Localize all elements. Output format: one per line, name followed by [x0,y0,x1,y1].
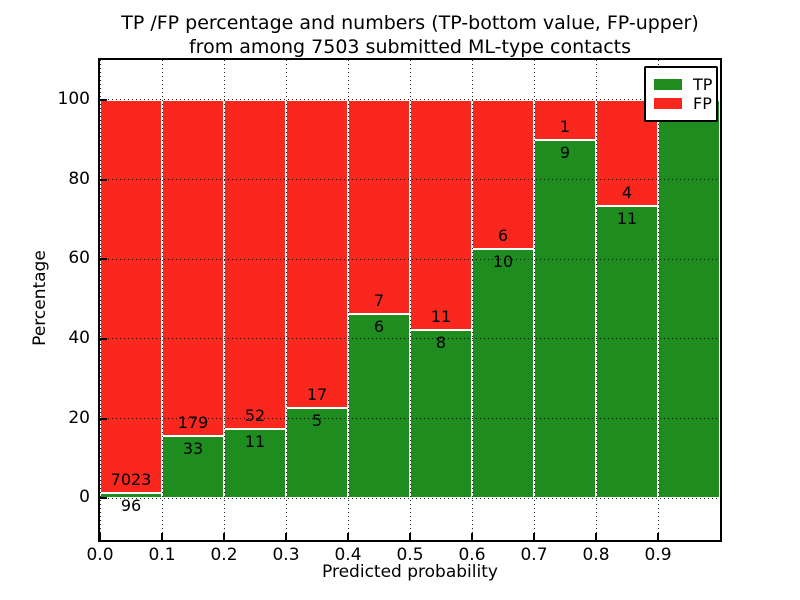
y-tick-label: 0 [79,487,90,508]
x-axis-label: Predicted probability [322,562,498,582]
x-tick-mark [471,533,473,540]
x-tick-mark [409,533,411,540]
y-tick-mark [100,497,107,500]
gridline-vertical [409,60,411,540]
bar-fp-segment [410,99,472,331]
bar-fp-segment [472,99,534,250]
bar-tp-count-label: 96 [120,495,142,515]
bar-tp-count-label: 10 [492,252,514,272]
y-tick-label: 80 [68,168,90,189]
bar-tp-count-label: 11 [244,431,266,451]
bar-fp-segment [224,99,286,429]
x-tick-mark [657,533,659,540]
y-tick-mark [100,417,107,420]
bar-tp-count-label: 33 [182,439,204,459]
x-tick-label: 0.9 [644,545,672,565]
x-tick-label: 0.8 [582,545,610,565]
bar-tp-count-label: 6 [373,317,385,337]
bar-tp-count-label: 9 [559,142,571,162]
gridline-vertical [99,60,101,540]
x-tick-mark [285,533,287,540]
bar-tp-count-label: 8 [435,333,447,353]
gridline-vertical [347,60,349,540]
x-tick-mark [99,533,101,540]
bar-fp-segment [162,99,224,437]
bar-fp-count-label: 52 [244,405,266,425]
plot-area: 0.0 0.1 0.2 0.3 0.4 0.5 0.6 0.7 0.8 0.9 0 20 40 60 80 1… [30,58,722,565]
bar-tp-segment [348,314,410,499]
legend-swatch-tp-icon [654,79,682,90]
y-axis-label: Percentage [30,250,50,346]
bar-tp-count-label: 5 [311,410,323,430]
bar-fp-count-label: 7023 [110,469,152,489]
bar-tp-segment [596,206,658,499]
x-tick-label: 0.6 [458,545,486,565]
y-tick-label: 100 [57,88,90,109]
bar-tp-segment [534,139,596,499]
chart-title-line1: TP /FP percentage and numbers (TP-bottom… [121,12,699,34]
gridline-vertical [471,60,473,540]
bar-tp-segment [658,99,720,499]
gridline-vertical [657,60,659,540]
gridline-vertical [285,60,287,540]
bar-tp-segment [472,249,534,499]
bar-fp-count-label: 7 [373,291,385,311]
gridline-vertical [595,60,597,540]
x-tick-label: 0.2 [210,545,238,565]
legend-swatch-fp-icon [654,98,682,109]
y-tick-mark [100,98,107,101]
gridline-vertical [533,60,535,540]
bar-fp-segment [100,99,162,493]
bar-fp-count-label: 6 [497,226,509,246]
chart-title-line2: from among 7503 submitted ML-type contac… [188,36,632,58]
chart-title: TP /FP percentage and numbers (TP-bottom… [100,11,720,59]
bar-tp-segment [162,436,224,499]
x-tick-mark [533,533,535,540]
x-tick-label: 0.7 [520,545,548,565]
bar-fp-count-label: 179 [177,413,209,433]
legend-row-tp: TP [654,76,712,93]
legend-row-fp: FP [654,95,712,112]
y-tick-label: 60 [68,248,90,269]
bar-tp-count-label: 11 [616,209,638,229]
gridline-vertical [161,60,163,540]
legend: TP FP [644,66,718,122]
x-tick-mark [347,533,349,540]
x-tick-label: 0.1 [148,545,176,565]
bar-fp-count-label: 17 [306,384,328,404]
x-tick-label: 0.0 [86,545,114,565]
bar-fp-segment [348,99,410,315]
x-tick-mark [161,533,163,540]
x-tick-label: 0.3 [272,545,300,565]
y-tick-label: 20 [68,407,90,428]
x-tick-mark [223,533,225,540]
y-tick-mark [100,258,107,261]
legend-label-tp: TP [693,75,713,94]
x-tick-label: 0.5 [396,545,424,565]
bar-fp-segment [286,99,348,408]
legend-label-fp: FP [693,94,712,113]
bar-fp-count-label: 11 [430,307,452,327]
x-tick-mark [595,533,597,540]
y-tick-mark [100,337,107,340]
bar-fp-count-label: 4 [621,183,633,203]
y-tick-mark [100,178,107,181]
gridline-vertical [719,60,721,540]
bar-tp-segment [286,407,348,499]
bar-fp-count-label: 1 [559,116,571,136]
gridline-vertical [223,60,225,540]
bar-tp-segment [410,330,472,499]
x-tick-label: 0.4 [334,545,362,565]
y-tick-label: 40 [68,327,90,348]
